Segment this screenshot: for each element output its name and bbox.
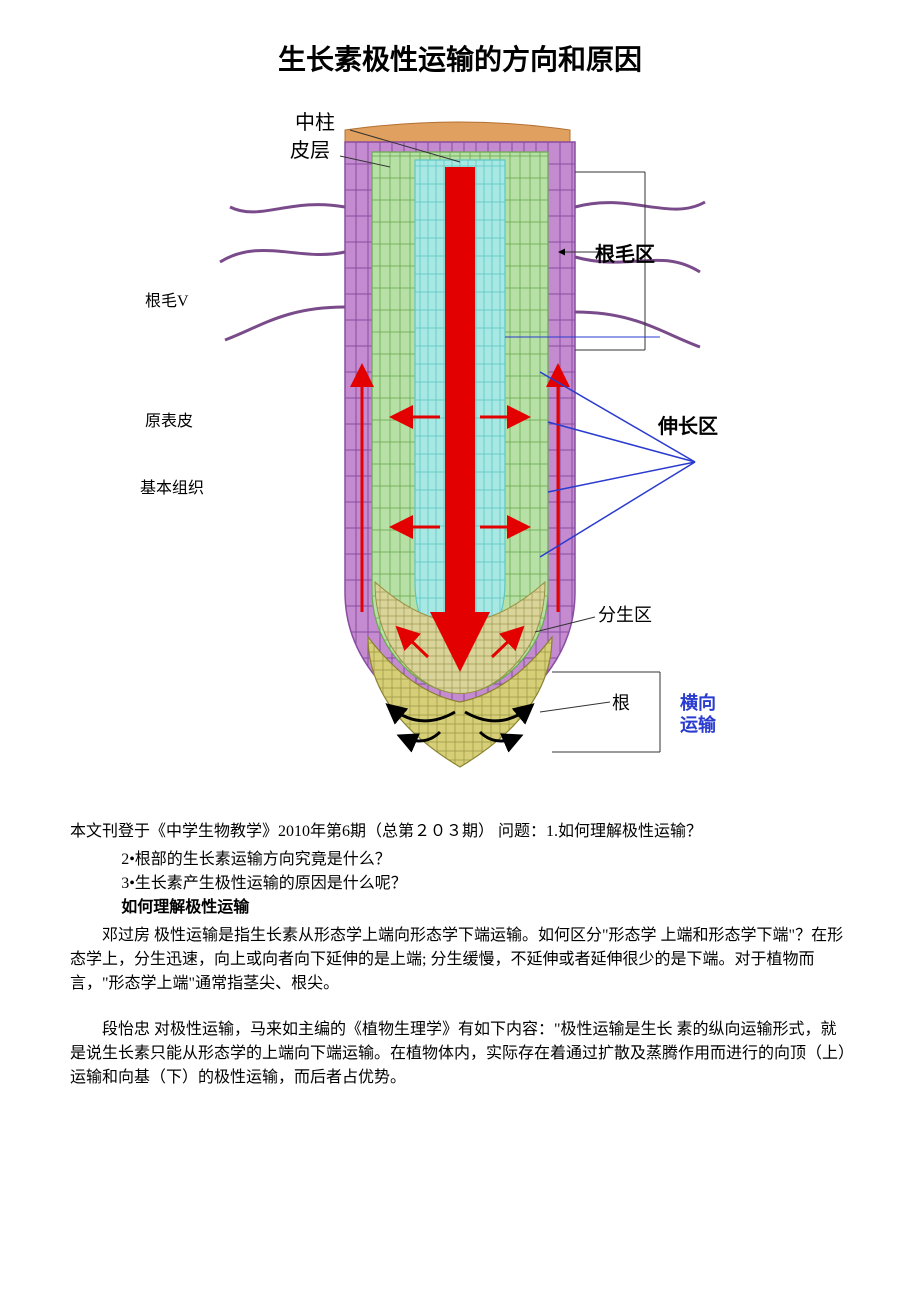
question-3: 3•生长素产生极性运输的原因是什么呢？ [121,872,850,896]
label-ground-tissue: 基本组织 [140,477,204,501]
label-lateral-transport-2: 运输 [680,712,716,739]
label-meristem-zone: 分生区 [598,602,652,629]
section-heading: 如何理解极性运输 [121,896,850,920]
page-title: 生长素极性运输的方向和原因 [70,40,850,82]
spacer [70,1000,850,1014]
paragraph-2: 段怡忠 对极性运输，马来如主编的《植物生理学》有如下内容："极性运输是生长 素的… [70,1018,850,1090]
label-protoderm: 原表皮 [145,410,193,434]
label-elongation-zone: 伸长区 [658,412,718,442]
publication-line: 本文刊登于《中学生物教学》2010年第6期（总第２０３期） 问题：1.如何理解极… [70,820,850,844]
paragraph-1: 邓过房 极性运输是指生长素从形态学上端向形态学下端运输。如何区分"形态学 上端和… [70,924,850,996]
question-2: 2•根部的生长素运输方向究竟是什么？ [121,848,850,872]
root-diagram: 中柱 皮层 根毛V 原表皮 基本组织 根毛区 伸长区 分生区 根 横向 运输 [140,112,780,792]
label-root-hair-zone: 根毛区 [595,240,655,270]
label-root-hair-left: 根毛V [145,290,189,314]
label-central-cylinder: 中柱 [295,108,335,138]
label-cortex-top: 皮层 [290,136,330,166]
label-root-cap: 根 [612,690,630,717]
